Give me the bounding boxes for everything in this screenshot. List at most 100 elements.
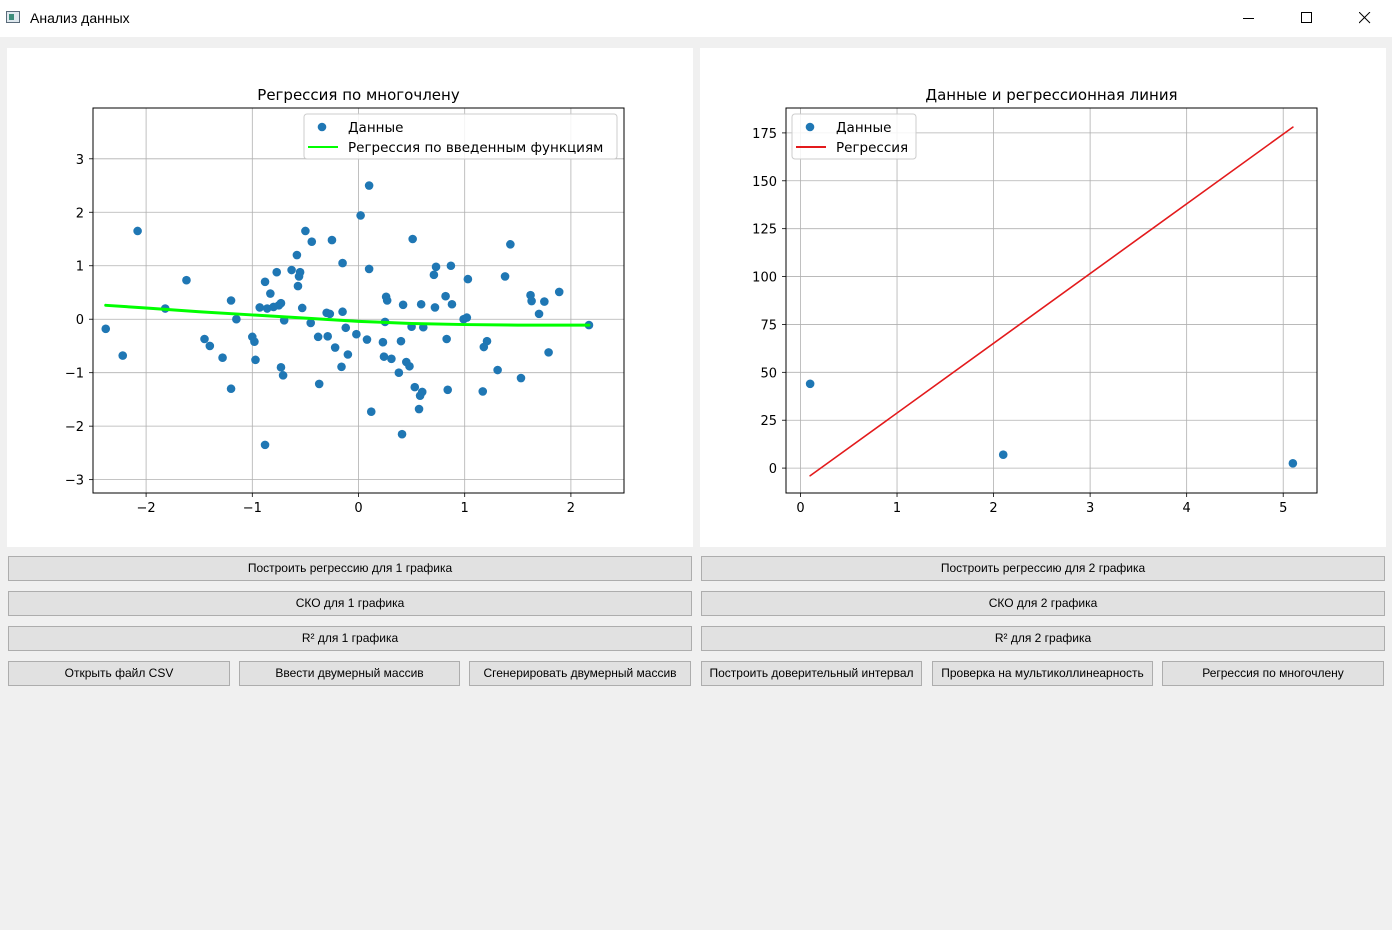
enter-array-button[interactable]: Ввести двумерный массив [239, 661, 460, 686]
data-point [362, 335, 372, 344]
data-point [805, 379, 815, 389]
data-point [232, 314, 241, 324]
data-point [325, 309, 335, 319]
build-regression-1-button[interactable]: Построить регрессию для 1 графика [8, 556, 692, 581]
y-tick-label: 0 [769, 462, 777, 477]
data-point [200, 334, 209, 344]
plot-frame [785, 107, 1318, 494]
legend-label: Данные [348, 120, 403, 136]
data-point [341, 323, 351, 333]
data-point [378, 337, 388, 347]
y-tick-label: 1 [76, 260, 84, 275]
data-point [527, 296, 536, 306]
r2-2-button[interactable]: R² для 2 графика [701, 626, 1385, 651]
legend-box [303, 113, 618, 160]
x-tick-label: 1 [893, 501, 901, 516]
legend-marker [317, 122, 327, 132]
minimize-icon [1243, 18, 1254, 19]
data-point [410, 382, 420, 392]
regression-line [809, 126, 1294, 477]
data-point [218, 353, 227, 363]
data-point [506, 240, 515, 249]
data-point [442, 334, 451, 344]
data-point [382, 296, 392, 305]
data-point [516, 373, 526, 383]
open-csv-button[interactable]: Открыть файл CSV [8, 661, 230, 686]
close-button[interactable] [1342, 0, 1388, 37]
build-regression-2-button[interactable]: Построить регрессию для 2 графика [701, 556, 1385, 581]
chart-title: Регрессия по многочлену [257, 86, 460, 104]
y-tick-label: 150 [752, 175, 777, 190]
data-point [182, 275, 191, 285]
data-point [441, 291, 450, 301]
data-point [251, 355, 260, 365]
x-tick-label: 2 [989, 501, 997, 516]
x-tick-label: 2 [567, 501, 575, 516]
window-title: Анализ данных [30, 10, 130, 26]
data-point [431, 262, 441, 272]
data-point [540, 297, 549, 306]
data-point [276, 363, 286, 372]
title-bar: Анализ данных [0, 0, 1392, 37]
y-tick-label: −2 [65, 420, 84, 435]
data-point [478, 387, 488, 396]
data-point [338, 307, 347, 317]
data-point [396, 336, 406, 346]
data-point [301, 226, 310, 236]
data-point [101, 324, 111, 334]
y-tick-label: 125 [752, 223, 777, 238]
poly-regression-chart: Регрессия по многочлену −2 −1 0 1 2 −3 −2 −1 0 1 2 3… [65, 86, 625, 516]
data-point [292, 250, 302, 260]
sko-1-button[interactable]: СКО для 1 графика [8, 591, 692, 616]
data-point [405, 361, 414, 371]
data-point [307, 237, 317, 246]
minimize-button[interactable] [1226, 0, 1272, 37]
data-point [447, 299, 457, 309]
data-point [998, 450, 1008, 459]
y-tick-label: 50 [760, 366, 777, 381]
data-point [397, 429, 407, 439]
x-tick-label: −2 [137, 501, 156, 516]
data-point [482, 336, 492, 346]
data-point [534, 309, 544, 319]
data-point [306, 318, 316, 328]
data-point [462, 313, 472, 322]
x-tick-label: 1 [461, 501, 469, 516]
data-point [446, 261, 456, 271]
data-point [293, 281, 303, 291]
legend-label: Регрессия [836, 140, 908, 156]
confidence-interval-button[interactable]: Построить доверительный интервал [701, 661, 922, 686]
data-point [278, 371, 288, 380]
data-point [463, 274, 473, 284]
x-tick-label: −1 [243, 501, 262, 516]
r2-1-button[interactable]: R² для 1 графика [8, 626, 692, 651]
data-point [398, 300, 408, 310]
data-point [500, 272, 510, 281]
data-point [364, 181, 374, 190]
data-point [430, 303, 440, 312]
data-point [343, 350, 353, 359]
data-point [493, 365, 502, 375]
y-tick-label: −3 [65, 474, 84, 489]
chart-panel-1: Регрессия по многочлену −2 −1 0 1 2 −3 −2 −1 0 1 2 3… [7, 48, 693, 547]
app-window-icon [6, 11, 20, 23]
generate-array-button[interactable]: Сгенерировать двумерный массив [469, 661, 691, 686]
data-point [338, 258, 347, 268]
data-point [313, 332, 323, 342]
data-point [429, 270, 439, 280]
data-point [226, 384, 236, 394]
poly-regression-button[interactable]: Регрессия по многочлену [1162, 661, 1384, 686]
data-point [364, 264, 374, 274]
data-point [1288, 459, 1298, 468]
maximize-icon [1301, 12, 1312, 23]
data-point [417, 387, 427, 397]
plot-frame [92, 107, 625, 494]
x-tick-label: 3 [1086, 501, 1094, 516]
multicollinearity-button[interactable]: Проверка на мультиколлинеарность [932, 661, 1153, 686]
sko-2-button[interactable]: СКО для 2 графика [701, 591, 1385, 616]
legend-label: Данные [836, 120, 891, 136]
data-point [352, 329, 361, 339]
y-tick-label: 100 [752, 271, 777, 286]
data-point [554, 287, 564, 297]
maximize-button[interactable] [1284, 0, 1330, 37]
